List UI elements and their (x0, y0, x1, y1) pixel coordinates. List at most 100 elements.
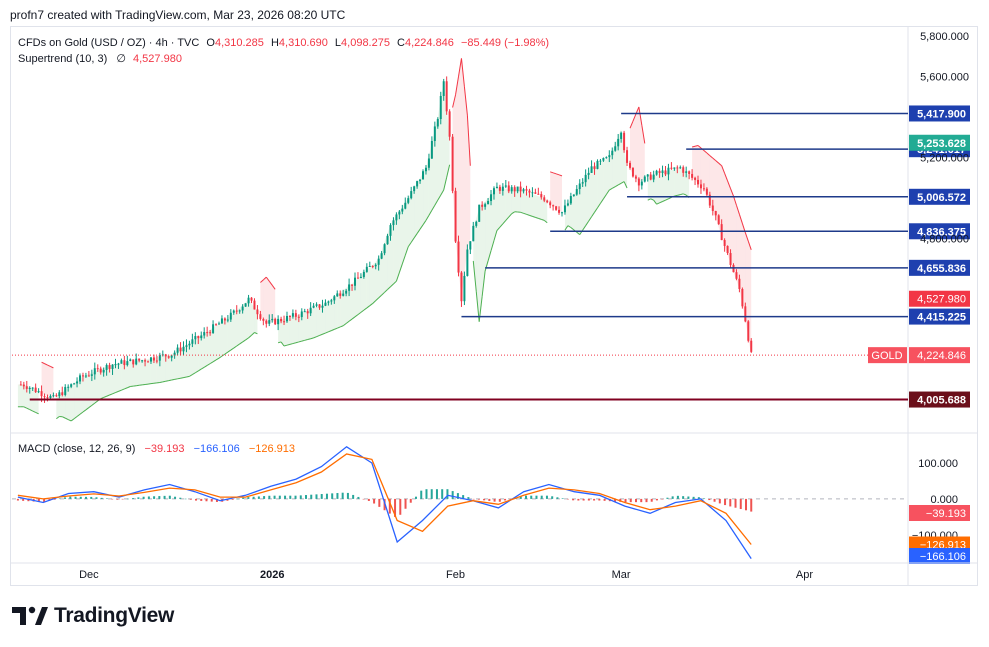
supertrend-line (703, 150, 708, 154)
supertrend-fill (91, 371, 95, 406)
candle-body (365, 266, 368, 272)
macd-histogram-bar (126, 498, 129, 500)
supertrend-line (236, 343, 240, 347)
supertrend-fill (136, 360, 140, 386)
supertrend-fill (511, 189, 515, 214)
supertrend-line (215, 357, 220, 361)
supertrend-line (316, 335, 320, 338)
candle-body (629, 162, 632, 168)
supertrend-line (65, 417, 69, 420)
supertrend-fill (174, 350, 178, 380)
supertrend-line (79, 411, 84, 415)
candle (232, 309, 235, 315)
supertrend-fill (411, 188, 415, 243)
candle-body (250, 297, 253, 301)
candle (723, 238, 726, 252)
supertrend-fill (159, 355, 163, 383)
candle (729, 249, 732, 269)
supertrend-fill (550, 171, 554, 206)
supertrend-fill (180, 346, 184, 379)
supertrend-line (466, 115, 471, 166)
macd-histogram-bar (205, 498, 208, 502)
candle (55, 393, 58, 398)
candle (587, 167, 590, 180)
macd-histogram-bar (284, 495, 287, 499)
candle-body (469, 241, 472, 250)
supertrend-fill (44, 363, 48, 396)
price-chart[interactable]: CFDs on Gold (USD / OZ) · 4h · TVC O4,31… (0, 0, 989, 600)
price-axis-tick: 5,200.000 (920, 153, 969, 165)
candle-body (679, 167, 682, 169)
candle (744, 302, 747, 323)
candle-body (738, 278, 741, 289)
candle-body (342, 293, 345, 296)
candle-body (28, 387, 31, 389)
candle-body (490, 194, 493, 202)
candle (244, 303, 247, 307)
candle-body (519, 186, 522, 192)
candle (371, 265, 374, 269)
macd-histogram-bar (336, 493, 339, 499)
candle-body (232, 310, 235, 313)
candle-body (22, 384, 25, 387)
supertrend-line (88, 404, 93, 408)
candle-body (427, 158, 430, 168)
supertrend-line (62, 416, 66, 419)
supertrend-line (301, 339, 305, 342)
supertrend-fill (703, 150, 707, 196)
candle (377, 255, 380, 271)
candle (81, 372, 84, 382)
supertrend-fill (17, 384, 21, 407)
candle (708, 191, 711, 209)
supertrend-fill (712, 158, 716, 219)
candle (386, 233, 389, 245)
candle (235, 305, 238, 315)
candle-body (676, 167, 679, 169)
time-axis: Dec 2026 Feb Mar Apr (10, 562, 978, 581)
candle (303, 308, 306, 313)
price-axis-tick: 5,600.000 (920, 72, 969, 84)
supertrend-fill (139, 360, 143, 386)
candle-body (256, 309, 259, 315)
macd-histogram-bar (273, 495, 276, 499)
supertrend-fill (674, 168, 678, 197)
supertrend-line (623, 181, 628, 189)
supertrend-line (505, 216, 510, 221)
supertrend-fill (665, 170, 669, 201)
candle-body (667, 167, 670, 175)
candle (288, 315, 291, 321)
level-price-tag (909, 223, 970, 240)
macd-histogram-bar (278, 495, 281, 499)
candle (510, 185, 513, 194)
supertrend-line (730, 188, 734, 197)
candle (623, 130, 626, 153)
supertrend-fill (162, 355, 166, 382)
candle-body (244, 303, 247, 307)
candle (670, 162, 673, 170)
candle-body (182, 346, 185, 352)
macd-axis-tick: 0.000 (930, 494, 958, 506)
candle-body (73, 383, 76, 385)
candle-body (315, 304, 318, 306)
candle-body (735, 272, 738, 279)
supertrend-fill (230, 312, 234, 351)
supertrend-line (594, 207, 598, 213)
candle (342, 289, 345, 297)
candle-body (81, 375, 84, 377)
supertrend-fill (248, 299, 252, 338)
supertrend-line (602, 194, 607, 200)
candle-body (312, 305, 315, 308)
tradingview-logo[interactable]: TradingView (12, 604, 174, 628)
candle-body (507, 185, 510, 192)
candle-body (52, 395, 55, 397)
candle (404, 197, 407, 210)
candle (439, 91, 442, 125)
candle-body (744, 306, 747, 322)
supertrend-line (94, 400, 99, 404)
supertrend-line (496, 226, 501, 231)
supertrend-line (342, 323, 347, 327)
candle (149, 356, 152, 364)
supertrend-fill (85, 373, 89, 410)
candle-body (309, 307, 312, 314)
macd-histogram-bar (745, 498, 748, 511)
